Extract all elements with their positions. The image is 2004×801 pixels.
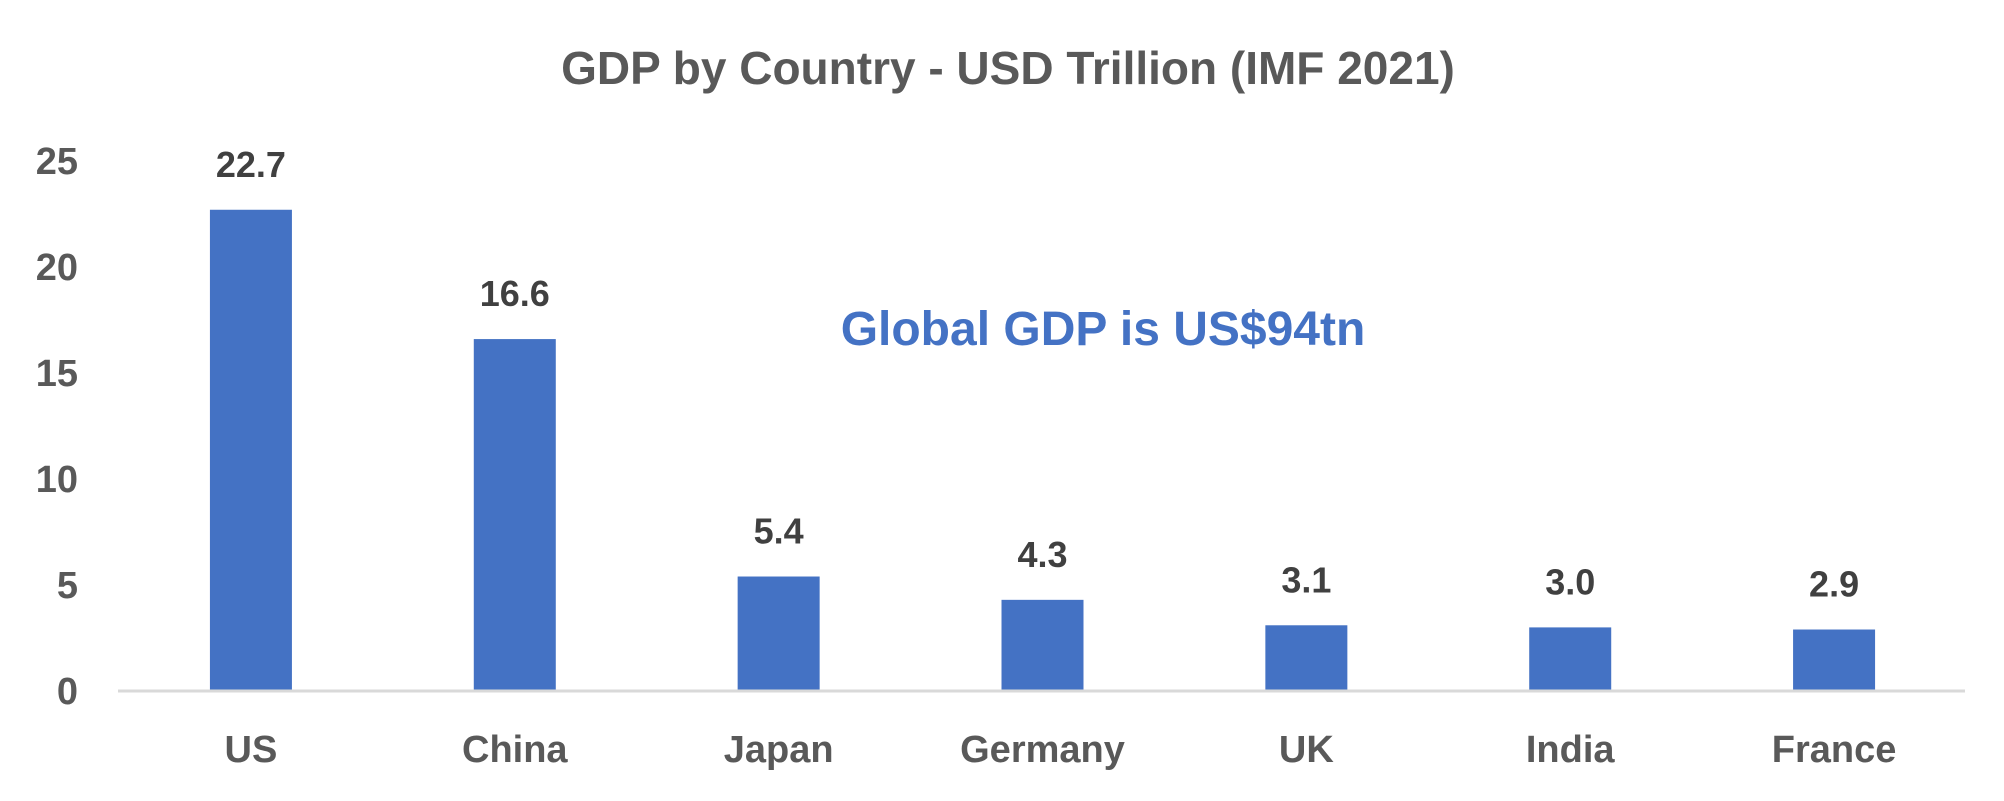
data-label: 16.6 [480, 273, 550, 314]
data-label: 3.1 [1281, 559, 1331, 600]
y-tick-label: 0 [57, 671, 78, 713]
x-tick-label: India [1526, 729, 1616, 771]
y-axis-ticks: 0 5 10 15 20 25 [36, 141, 78, 713]
x-axis-ticks: US China Japan Germany UK India France [225, 729, 1897, 771]
annotation-global-gdp: Global GDP is US$94tn [841, 303, 1366, 356]
bars [209, 209, 1876, 691]
y-tick-label: 15 [36, 353, 78, 395]
x-tick-label: China [462, 729, 568, 771]
data-labels: 22.7 16.6 5.4 4.3 3.1 3.0 2.9 [216, 144, 1859, 605]
data-label: 3.0 [1545, 561, 1595, 602]
bar-germany [1001, 599, 1084, 691]
bar-india [1529, 627, 1612, 691]
x-tick-label: Germany [960, 729, 1125, 771]
data-label: 4.3 [1017, 534, 1067, 575]
y-tick-label: 5 [57, 565, 78, 607]
bar-china [473, 339, 556, 691]
data-label: 22.7 [216, 144, 286, 185]
y-tick-label: 25 [36, 141, 78, 183]
y-tick-label: 10 [36, 459, 78, 501]
data-label: 2.9 [1809, 564, 1859, 605]
bar-us [209, 209, 292, 691]
y-tick-label: 20 [36, 247, 78, 289]
chart-title: GDP by Country - USD Trillion (IMF 2021) [561, 42, 1455, 94]
x-tick-label: US [225, 729, 278, 771]
bar-france [1793, 629, 1876, 691]
bar-uk [1265, 625, 1348, 691]
x-tick-label: UK [1279, 729, 1334, 771]
x-tick-label: France [1772, 729, 1897, 771]
bar-japan [737, 576, 820, 691]
x-tick-label: Japan [724, 729, 834, 771]
data-label: 5.4 [754, 511, 804, 552]
